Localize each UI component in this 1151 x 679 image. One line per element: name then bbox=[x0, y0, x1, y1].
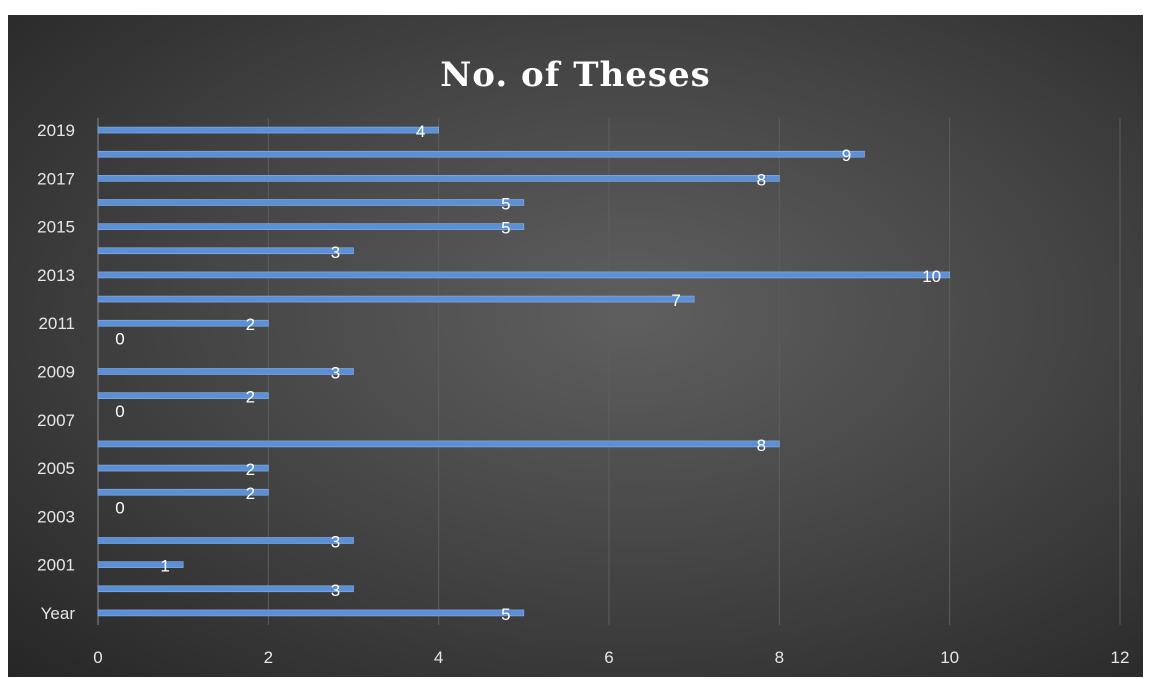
bar bbox=[97, 319, 269, 327]
x-tick-label: 4 bbox=[434, 648, 443, 667]
bar bbox=[97, 150, 865, 158]
x-tick-label: 12 bbox=[1111, 648, 1130, 667]
bar bbox=[97, 464, 269, 472]
bar bbox=[97, 175, 780, 182]
y-tick-label: 2017 bbox=[37, 169, 75, 188]
chart-title: No. of Theses bbox=[440, 55, 711, 95]
y-tick-label: 2015 bbox=[37, 218, 75, 237]
bar bbox=[97, 561, 184, 568]
data-label: 3 bbox=[331, 533, 340, 552]
data-label: 2 bbox=[246, 315, 255, 334]
x-tick-label: 2 bbox=[264, 648, 273, 667]
data-label: 2 bbox=[246, 388, 255, 407]
data-label: 3 bbox=[331, 243, 340, 262]
x-axis: 0 2 4 6 8 10 12 bbox=[93, 648, 1129, 667]
x-tick-label: 10 bbox=[940, 648, 959, 667]
data-labels: 5 3 1 3 0 2 2 8 0 2 3 0 2 7 10 3 5 5 8 9 4 bbox=[115, 122, 941, 624]
data-label: 5 bbox=[501, 605, 510, 624]
y-axis: Year 2001 2003 2005 2007 2009 2011 2013 2015 2017… bbox=[37, 121, 75, 623]
x-tick-label: 6 bbox=[604, 648, 613, 667]
chart-area: No. of Theses bbox=[8, 15, 1143, 677]
bar bbox=[97, 271, 950, 279]
bar bbox=[97, 440, 780, 448]
data-label: 2 bbox=[246, 460, 255, 479]
y-tick-label: 2007 bbox=[37, 411, 75, 430]
data-label: 1 bbox=[160, 557, 169, 576]
data-label: 5 bbox=[501, 195, 510, 214]
bar bbox=[97, 392, 269, 399]
bar bbox=[97, 199, 525, 206]
data-label: 0 bbox=[115, 402, 124, 421]
data-label: 0 bbox=[115, 498, 124, 517]
bar bbox=[97, 223, 525, 230]
x-tick-label: 8 bbox=[775, 648, 784, 667]
y-tick-label: 2013 bbox=[37, 266, 75, 285]
data-label: 5 bbox=[501, 219, 510, 238]
y-tick-label: 2001 bbox=[37, 556, 75, 575]
data-label: 9 bbox=[842, 146, 851, 165]
data-label: 10 bbox=[922, 267, 941, 286]
bar bbox=[97, 126, 439, 134]
y-tick-label: 2005 bbox=[37, 459, 75, 478]
data-label: 7 bbox=[671, 291, 680, 310]
y-tick-label: 2019 bbox=[37, 121, 75, 140]
bar bbox=[97, 609, 525, 617]
bar bbox=[97, 537, 354, 544]
data-label: 4 bbox=[416, 122, 425, 141]
bar bbox=[97, 368, 354, 375]
bars bbox=[97, 126, 950, 617]
data-label: 2 bbox=[246, 484, 255, 503]
data-label: 3 bbox=[331, 581, 340, 600]
bar bbox=[97, 488, 269, 496]
data-label: 8 bbox=[757, 170, 766, 189]
y-tick-label: 2011 bbox=[38, 314, 75, 333]
data-label: 8 bbox=[757, 436, 766, 455]
y-tick-label: Year bbox=[41, 604, 76, 623]
data-label: 0 bbox=[115, 329, 124, 348]
y-tick-label: 2003 bbox=[37, 507, 75, 526]
data-label: 3 bbox=[331, 364, 340, 383]
bar bbox=[97, 585, 354, 593]
bar bbox=[97, 295, 695, 303]
bar bbox=[97, 247, 354, 255]
y-tick-label: 2009 bbox=[37, 363, 75, 382]
x-tick-label: 0 bbox=[93, 648, 102, 667]
